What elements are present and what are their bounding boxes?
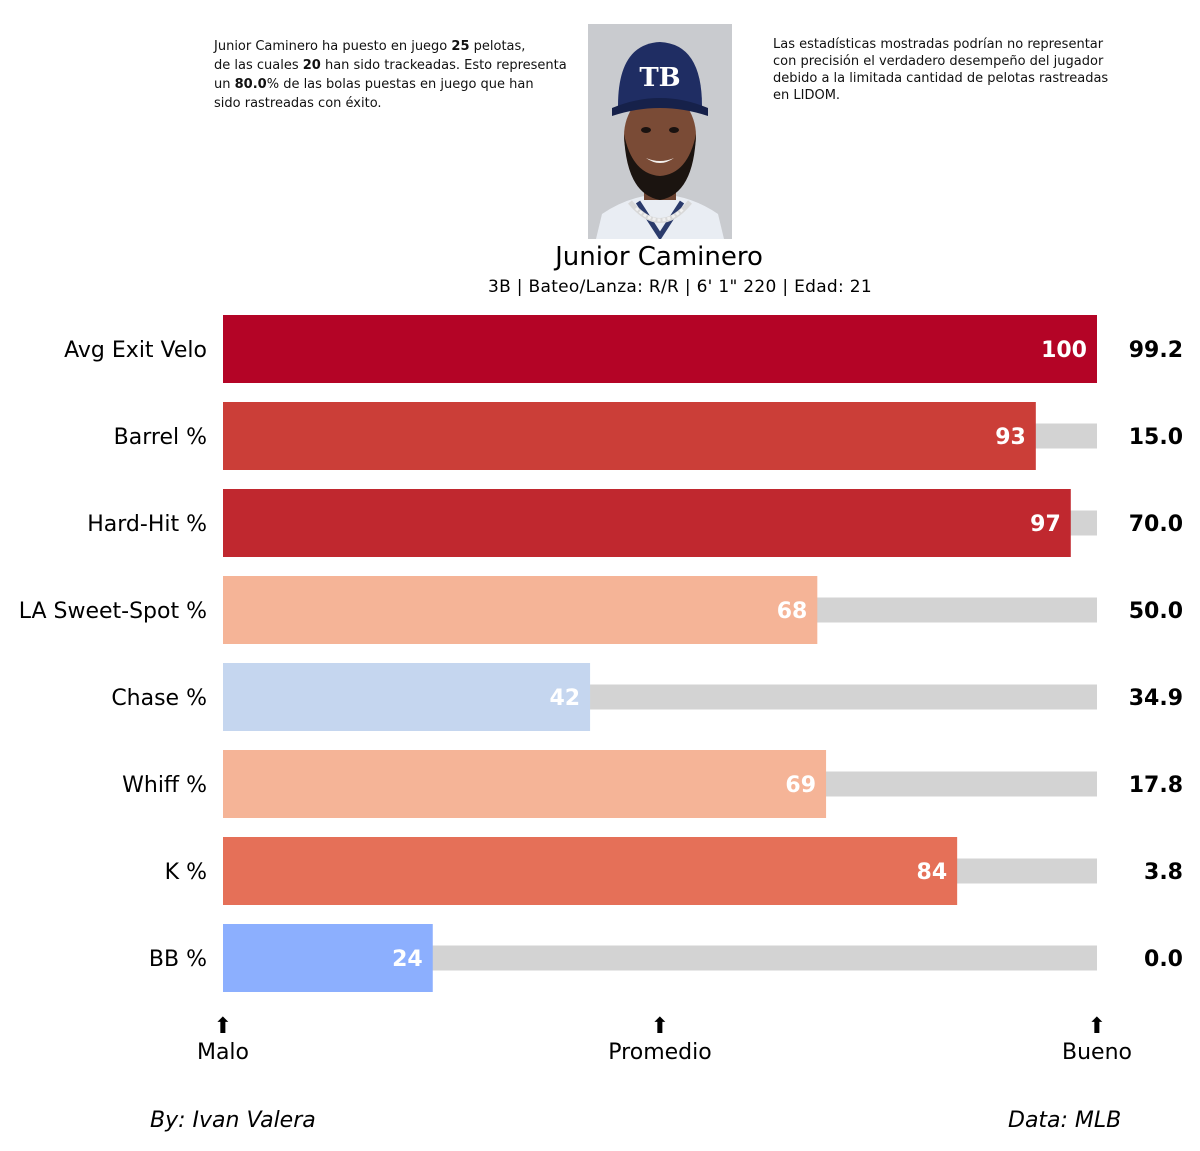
stat-value: 17.8 — [1129, 773, 1183, 798]
scale-label: Bueno — [1062, 1040, 1132, 1065]
note-text: sido rastreadas con éxito. — [214, 96, 382, 111]
stat-value: 70.0 — [1129, 512, 1183, 537]
tracked-percent: 80.0 — [234, 77, 267, 92]
percentile-label: 84 — [917, 860, 948, 885]
scale-arrow-icon: ⬆ — [1088, 1014, 1106, 1039]
category-label: LA Sweet-Spot % — [19, 599, 207, 624]
percentile-bar — [223, 750, 827, 818]
player-info: 3B | Bateo/Lanza: R/R | 6' 1" 220 | Edad… — [488, 277, 872, 297]
category-label: BB % — [149, 947, 207, 972]
player-name: Junior Caminero — [555, 242, 763, 272]
note-text: de las cuales — [214, 58, 303, 73]
percentile-label: 24 — [392, 947, 423, 972]
category-label: Chase % — [111, 686, 207, 711]
note-text: % de las bolas puestas en juego que han — [266, 77, 534, 92]
tracking-note: Junior Caminero ha puesto en juego 25 pe… — [214, 37, 594, 113]
percentile-chart: Avg Exit Velo 100 99.2 Barrel % 93 15.0 Hard-H… — [19, 315, 1183, 1065]
data-source: Data: MLB — [1008, 1108, 1122, 1133]
author-credit: By: Ivan Valera — [150, 1108, 316, 1133]
percentile-bar — [223, 315, 1097, 383]
percentile-bar — [223, 837, 958, 905]
stat-value: 3.8 — [1144, 860, 1183, 885]
percentile-label: 42 — [549, 686, 580, 711]
category-label: Hard-Hit % — [87, 512, 207, 537]
note-text: han sido trackeadas. Esto representa — [320, 58, 567, 73]
percentile-label: 97 — [1030, 512, 1061, 537]
scale-arrow-icon: ⬆ — [214, 1014, 232, 1039]
disclaimer-line: Las estadísticas mostradas podrían no re… — [773, 37, 1104, 52]
stat-value: 34.9 — [1129, 686, 1183, 711]
category-label: Barrel % — [114, 425, 207, 450]
player-photo: TB — [588, 24, 732, 239]
scale-label: Malo — [197, 1040, 249, 1065]
percentile-label: 93 — [995, 425, 1026, 450]
stat-value: 15.0 — [1129, 425, 1183, 450]
category-label: Whiff % — [122, 773, 207, 798]
category-label: K % — [165, 860, 207, 885]
percentile-bar — [223, 402, 1036, 470]
tracked-count: 20 — [302, 58, 321, 73]
disclaimer-line: en LIDOM. — [773, 88, 841, 103]
percentile-bar — [223, 924, 433, 992]
disclaimer-line: debido a la limitada cantidad de pelotas… — [773, 71, 1109, 86]
scale-arrow-icon: ⬆ — [651, 1014, 669, 1039]
percentile-bar — [223, 576, 818, 644]
cap-logo: TB — [639, 63, 680, 93]
category-label: Avg Exit Velo — [64, 338, 207, 363]
percentile-label: 100 — [1041, 338, 1087, 363]
percentile-label: 69 — [785, 773, 816, 798]
stat-value: 99.2 — [1129, 338, 1183, 363]
disclaimer-line: con precisión el verdadero desempeño del… — [773, 54, 1104, 69]
percentile-label: 68 — [777, 599, 808, 624]
note-text: Junior Caminero ha puesto en juego — [214, 39, 452, 54]
percentile-bar — [223, 663, 591, 731]
scale-label: Promedio — [608, 1040, 711, 1065]
note-text: un — [214, 77, 235, 92]
balls-in-play-count: 25 — [451, 39, 470, 54]
stat-value: 50.0 — [1129, 599, 1183, 624]
stat-value: 0.0 — [1144, 947, 1183, 972]
percentile-bar — [223, 489, 1071, 557]
disclaimer-note: Las estadísticas mostradas podrían no re… — [773, 36, 1133, 104]
note-text: pelotas, — [469, 39, 526, 54]
